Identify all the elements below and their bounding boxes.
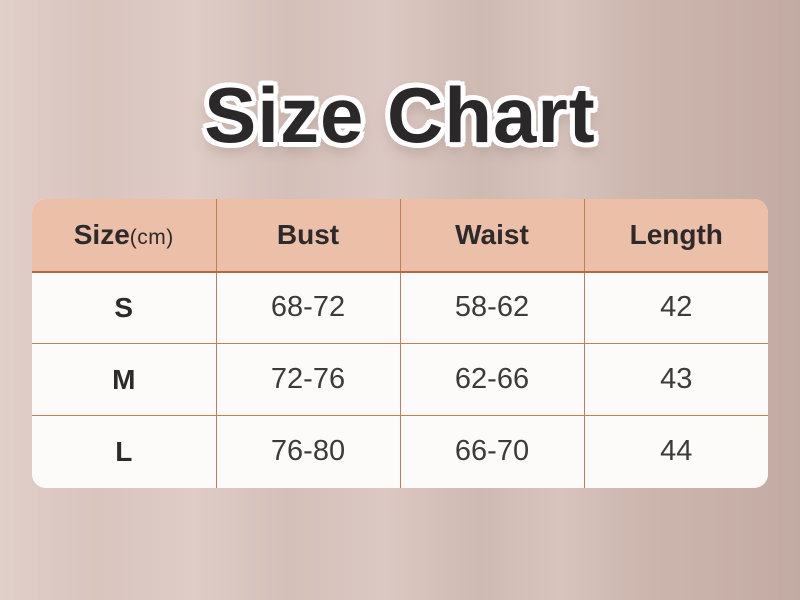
cell-length-s: 42 bbox=[583, 271, 768, 345]
column-header-size: Size(cm) bbox=[32, 198, 217, 273]
cell-bust-l: 76-80 bbox=[215, 415, 401, 488]
table-row-m: M 72-76 62-66 43 bbox=[32, 343, 768, 417]
header-row: Size(cm) Bust Waist Length bbox=[32, 198, 768, 273]
cell-bust-m: 72-76 bbox=[215, 343, 401, 417]
table-row-s: S 68-72 58-62 42 bbox=[32, 271, 768, 345]
table-row-l: L 76-80 66-70 44 bbox=[32, 415, 768, 488]
column-header-size-unit: (cm) bbox=[129, 225, 174, 249]
cell-size-l: L bbox=[32, 415, 217, 488]
column-header-length: Length bbox=[583, 198, 768, 273]
cell-size-s: S bbox=[32, 271, 217, 345]
size-chart-card: Size(cm) Bust Waist Length S 68-72 58-62… bbox=[32, 198, 768, 488]
cell-waist-l: 66-70 bbox=[399, 415, 585, 488]
size-chart-table: Size(cm) Bust Waist Length S 68-72 58-62… bbox=[32, 198, 768, 488]
cell-bust-s: 68-72 bbox=[215, 271, 401, 345]
cell-length-l: 44 bbox=[583, 415, 768, 488]
column-header-waist: Waist bbox=[399, 198, 585, 273]
cell-size-m: M bbox=[32, 343, 217, 417]
cell-length-m: 43 bbox=[583, 343, 768, 417]
page-title: Size Chart bbox=[204, 71, 596, 159]
column-header-size-label: Size bbox=[73, 218, 130, 250]
cell-waist-m: 62-66 bbox=[399, 343, 585, 417]
size-chart-body: S 68-72 58-62 42 M 72-76 62-66 43 L 76-8… bbox=[32, 271, 768, 488]
size-chart-header: Size(cm) Bust Waist Length bbox=[32, 198, 768, 273]
cell-waist-s: 58-62 bbox=[399, 271, 585, 345]
column-header-bust: Bust bbox=[215, 198, 401, 273]
